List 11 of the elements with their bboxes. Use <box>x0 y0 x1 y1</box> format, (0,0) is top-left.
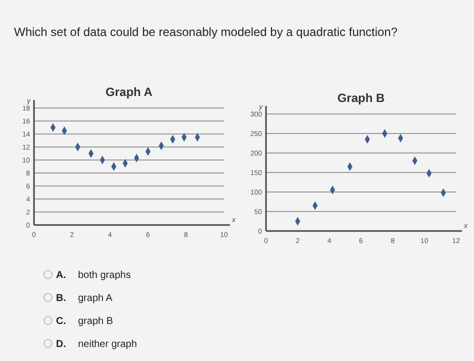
text: D. <box>56 339 66 350</box>
chart-title: Graph B <box>337 91 385 105</box>
text: Which set of data could be reasonably modeled by a quadratic function? <box>14 25 398 39</box>
text: B. <box>56 293 66 304</box>
text: A. <box>56 270 66 281</box>
text: C. <box>56 316 66 327</box>
text: neither graph <box>78 339 137 350</box>
text: graph B <box>78 316 114 327</box>
text: graph A <box>78 293 113 304</box>
text: both graphs <box>78 270 131 281</box>
chart-title: Graph A <box>106 85 153 99</box>
